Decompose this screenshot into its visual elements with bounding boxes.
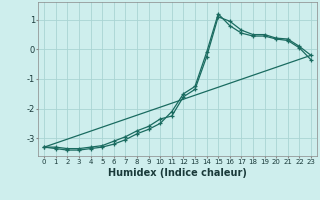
X-axis label: Humidex (Indice chaleur): Humidex (Indice chaleur) [108, 168, 247, 178]
